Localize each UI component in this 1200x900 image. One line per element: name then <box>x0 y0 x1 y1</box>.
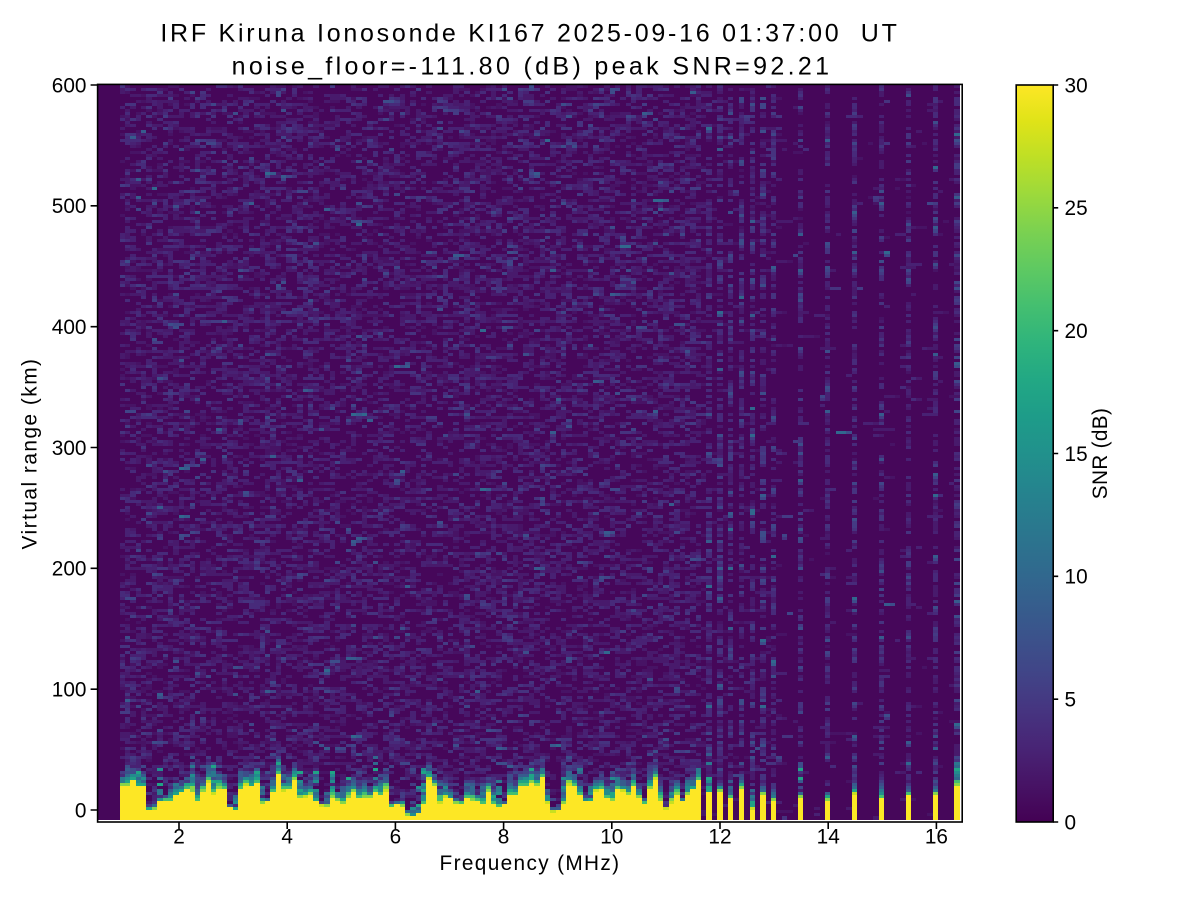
svg-text:20: 20 <box>1065 320 1088 343</box>
svg-text:Frequency (MHz): Frequency (MHz) <box>440 852 621 875</box>
svg-text:14: 14 <box>817 826 840 849</box>
svg-text:0: 0 <box>75 799 87 822</box>
svg-text:0: 0 <box>1065 811 1077 834</box>
svg-text:200: 200 <box>52 558 87 581</box>
svg-text:noise_floor=-111.80 (dB) peak: noise_floor=-111.80 (dB) peak SNR=92.21 <box>232 52 833 80</box>
svg-text:16: 16 <box>925 826 948 849</box>
svg-text:5: 5 <box>1065 689 1077 712</box>
svg-text:8: 8 <box>498 826 510 849</box>
svg-text:500: 500 <box>52 195 87 218</box>
svg-text:10: 10 <box>1065 566 1088 589</box>
svg-text:300: 300 <box>52 437 87 460</box>
svg-text:30: 30 <box>1065 74 1088 97</box>
svg-text:400: 400 <box>52 316 87 339</box>
svg-text:25: 25 <box>1065 197 1088 220</box>
svg-text:100: 100 <box>52 679 87 702</box>
svg-text:2: 2 <box>173 826 185 849</box>
svg-text:12: 12 <box>708 826 731 849</box>
svg-text:600: 600 <box>52 74 87 97</box>
svg-text:15: 15 <box>1065 443 1088 466</box>
svg-text:IRF Kiruna Ionosonde KI167 202: IRF Kiruna Ionosonde KI167 2025-09-16 01… <box>160 20 899 48</box>
svg-text:SNR (dB): SNR (dB) <box>1089 408 1112 499</box>
svg-text:Virtual range (km): Virtual range (km) <box>19 358 42 550</box>
svg-text:4: 4 <box>281 826 293 849</box>
svg-text:6: 6 <box>390 826 402 849</box>
svg-text:10: 10 <box>600 826 623 849</box>
